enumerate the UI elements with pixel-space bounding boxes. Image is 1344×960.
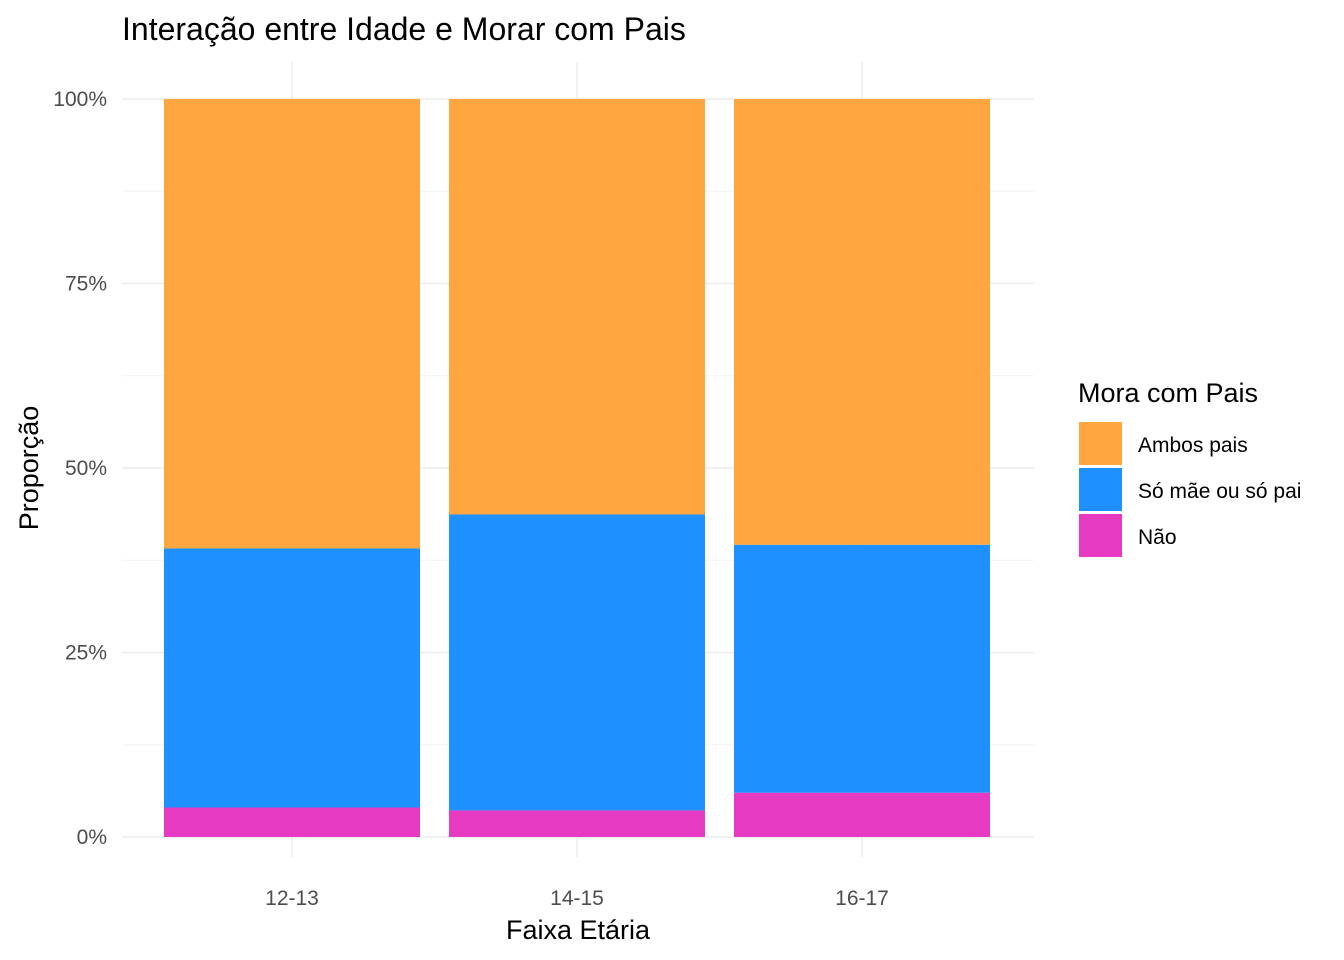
y-tick-label: 25% <box>65 642 107 665</box>
legend-swatch <box>1079 514 1122 557</box>
y-axis-ticks: 0% 25% 50% 75% 100% <box>53 88 107 849</box>
bar-segment <box>734 99 990 545</box>
chart-title: Interação entre Idade e Morar com Pais <box>122 11 686 47</box>
x-axis-title: Faixa Etária <box>506 915 651 945</box>
legend-label: Não <box>1138 526 1177 549</box>
bar-segment <box>449 99 705 515</box>
y-tick-label: 50% <box>65 457 107 480</box>
bar-segment <box>164 548 420 808</box>
legend-label: Ambos pais <box>1138 434 1248 457</box>
bars <box>164 99 990 837</box>
y-axis-title: Proporção <box>14 406 44 531</box>
bar-segment <box>449 810 705 837</box>
bar-segment <box>734 544 990 793</box>
legend-title: Mora com Pais <box>1078 378 1258 408</box>
x-axis-ticks: 12-13 14-15 16-17 <box>265 887 889 910</box>
bar-segment <box>164 99 420 549</box>
bar-segment <box>164 807 420 837</box>
legend-items: Ambos pais Só mãe ou só pai Não <box>1079 422 1301 557</box>
bar-segment <box>734 792 990 837</box>
x-tick-label: 14-15 <box>550 887 604 910</box>
y-tick-label: 100% <box>53 88 107 111</box>
bar-segment <box>449 514 705 811</box>
x-tick-label: 12-13 <box>265 887 319 910</box>
legend-swatch <box>1079 422 1122 465</box>
y-tick-label: 75% <box>65 273 107 296</box>
legend: Mora com Pais Ambos pais Só mãe ou só pai… <box>1078 378 1301 557</box>
legend-label: Só mãe ou só pai <box>1138 480 1301 503</box>
legend-swatch <box>1079 468 1122 511</box>
y-tick-label: 0% <box>77 826 107 849</box>
x-tick-label: 16-17 <box>835 887 889 910</box>
